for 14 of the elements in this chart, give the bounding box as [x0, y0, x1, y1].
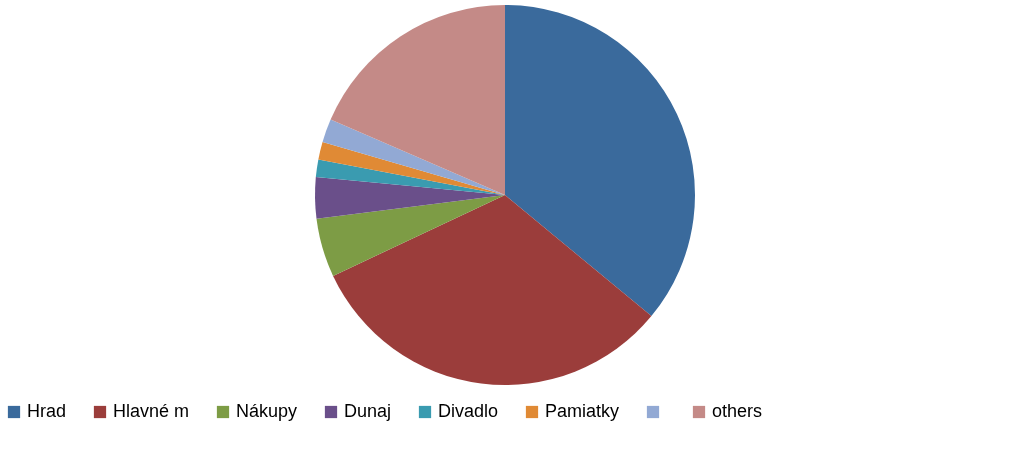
pie-slice [322, 119, 505, 195]
pie-slice [505, 5, 695, 317]
legend-label: others [712, 401, 763, 421]
legend-label: Nákupy [236, 401, 298, 421]
legend-label: Hlavné m [113, 401, 190, 421]
legend-label: Divadlo [438, 401, 499, 421]
pie-slice [318, 141, 505, 195]
pie-slice [333, 195, 652, 385]
legend-label: Hrad [27, 401, 67, 421]
legend-label: Dunaj [344, 401, 392, 421]
pie-slice [316, 195, 505, 276]
pie-slice [330, 5, 505, 195]
legend-label: Pamiatky [545, 401, 620, 421]
pie-slice [315, 159, 505, 195]
